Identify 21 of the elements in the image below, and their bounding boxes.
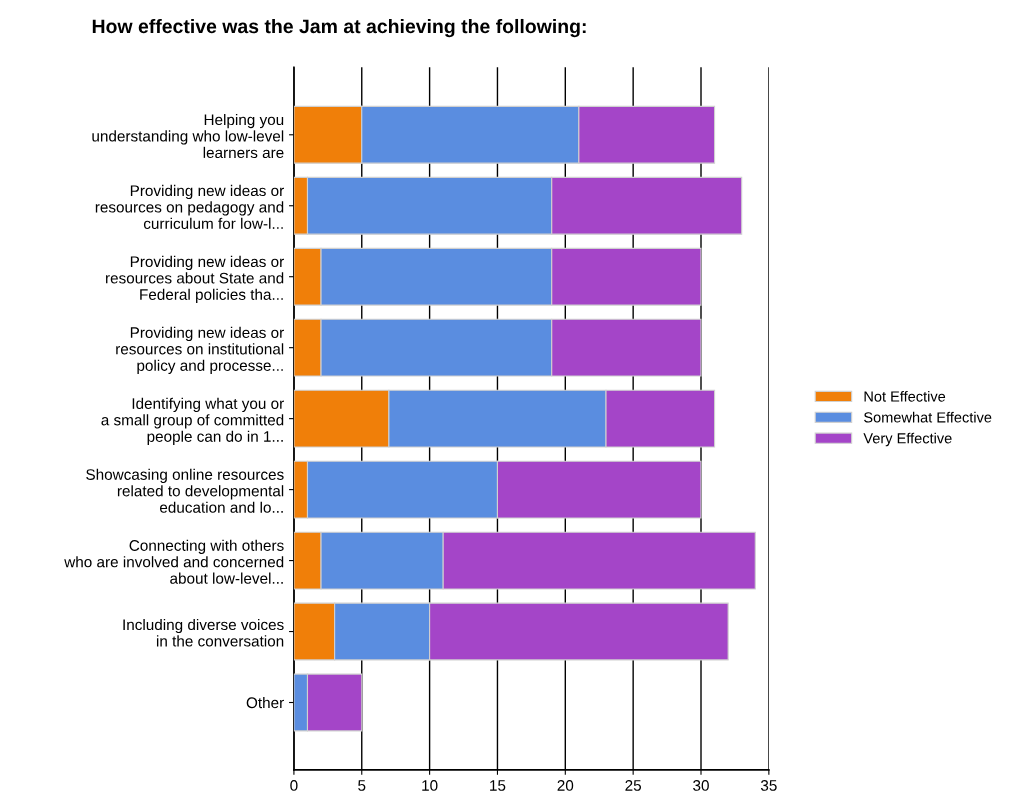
y-tick-label: Providing new ideas or resources about State and Federal policies tha...: [106, 255, 284, 303]
legend-label: Somewhat Effective: [864, 411, 992, 423]
x-tick-label: 35: [760, 780, 777, 791]
x-tick-label: 25: [625, 780, 642, 791]
x-tick-label: 20: [557, 780, 574, 791]
y-tick-label: Including diverse voices in the conversation: [123, 618, 284, 647]
legend-label: Not Effective: [864, 390, 946, 402]
y-tick-label: Providing new ideas or resources on pedagogy and curriculum for low-l...: [95, 184, 284, 229]
x-tick-label: 0: [290, 780, 298, 791]
y-tick-label: Identifying what you or a small group of committed people can do in 1...: [101, 397, 284, 445]
y-tick-label: Helping you understanding who low-level learners are: [92, 113, 284, 159]
y-tick-label: Providing new ideas or resources on institutional policy and processe...: [116, 326, 284, 374]
x-tick-label: 5: [358, 780, 366, 791]
legend-label: Very Effective: [863, 432, 952, 447]
x-tick-label: 10: [422, 780, 438, 791]
x-tick-label: 15: [490, 780, 506, 791]
y-tick-label: Showcasing online resources related to developmental education and lo...: [86, 468, 284, 513]
y-tick-label: Other: [246, 696, 284, 709]
chart-title: How effective was the Jam at achieving the following:: [92, 18, 586, 38]
y-tick-label: Connecting with others who are involved and concerned about low-level...: [64, 539, 284, 584]
x-tick-label: 30: [693, 780, 709, 791]
